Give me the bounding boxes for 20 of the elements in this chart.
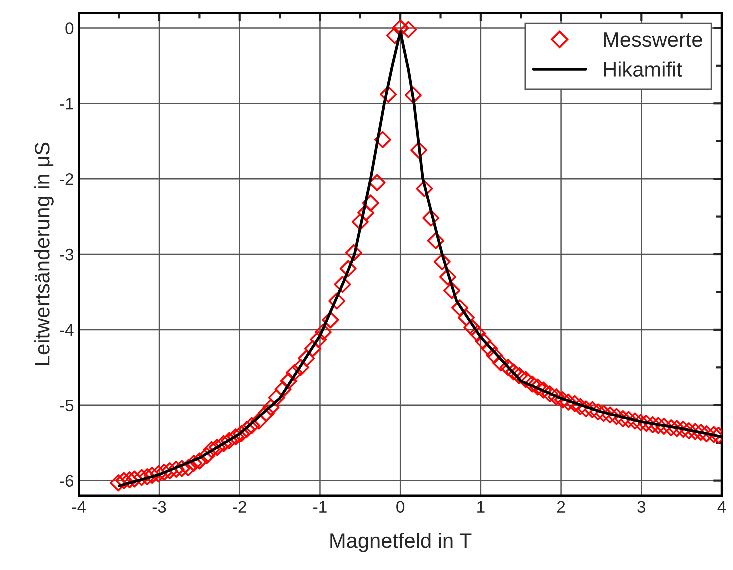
x-tick-label: -3 (152, 501, 166, 514)
x-tick-label: 1 (478, 501, 485, 513)
legend-label: Hikamifit (604, 62, 682, 77)
x-tick-label: 4 (718, 501, 726, 513)
x-axis-title: Magnetfeld in T (330, 532, 472, 552)
x-tick-label: 2 (558, 501, 566, 513)
y-tick-label: -1 (60, 98, 74, 110)
y-tick-label: -2 (60, 173, 74, 186)
x-tick-label: -4 (72, 501, 86, 513)
x-tick-label: 3 (638, 501, 646, 514)
x-tick-label: -2 (233, 501, 246, 513)
y-tick-label: -6 (60, 475, 74, 488)
y-axis-title: Leitwertsänderung in μS (34, 142, 54, 366)
y-tick-label: 0 (66, 22, 74, 34)
y-tick-label: -5 (60, 400, 74, 412)
x-tick-label: -1 (314, 501, 327, 513)
y-tick-label: -3 (60, 248, 74, 261)
y-tick-label: -4 (60, 324, 74, 336)
x-tick-label: 0 (396, 501, 405, 514)
legend-label: Messwerte (604, 32, 702, 48)
